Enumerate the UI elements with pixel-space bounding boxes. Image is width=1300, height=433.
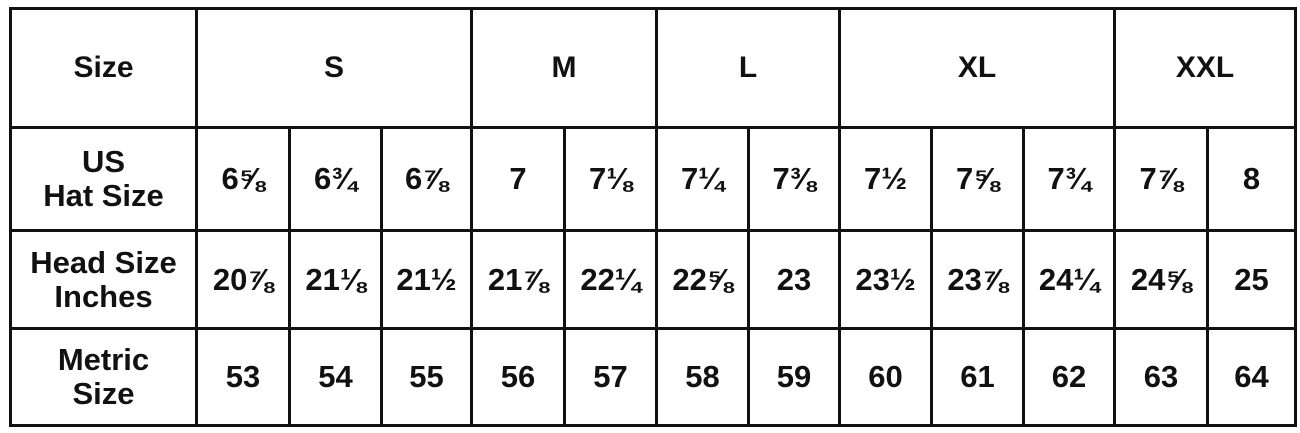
- table-cell: 60: [838, 327, 934, 427]
- row-label-line: Head Size: [30, 244, 177, 280]
- size-group-xl: XL: [838, 7, 1117, 129]
- table-cell: 54: [288, 327, 383, 427]
- table-row: Metric Size 53 54 55 56 57 58 59 60 61 62 63 64: [9, 327, 1298, 427]
- table-cell: 59: [746, 327, 842, 427]
- size-group-m: M: [470, 7, 658, 129]
- header-row: Size S M L XL XXL: [9, 7, 1298, 129]
- row-label: US Hat Size: [9, 126, 198, 232]
- table-cell: 7⅝: [930, 126, 1026, 232]
- table-cell: 8: [1206, 126, 1298, 232]
- table-cell: 21⅛: [288, 229, 383, 330]
- table-cell: 6¾: [288, 126, 383, 232]
- table-cell: 21⅞: [470, 229, 566, 330]
- table-cell: 57: [563, 327, 658, 427]
- table-cell: 21½: [380, 229, 473, 330]
- table-cell: 23⅞: [930, 229, 1026, 330]
- table-cell: 25: [1206, 229, 1298, 330]
- table-cell: 23: [746, 229, 842, 330]
- table-cell: 6⅞: [380, 126, 473, 232]
- row-label-line: Metric: [57, 342, 150, 377]
- size-header: Size: [9, 7, 198, 129]
- table-cell: 22¼: [563, 229, 658, 330]
- row-label: Head Size Inches: [9, 229, 198, 330]
- row-label-line: Inches: [54, 278, 153, 314]
- table-cell: 7¼: [655, 126, 750, 232]
- table-cell: 55: [380, 327, 473, 427]
- row-label: Metric Size: [9, 327, 198, 427]
- row-label-line: Size: [72, 376, 135, 411]
- table-cell: 7⅞: [1113, 126, 1210, 232]
- table-row: Head Size Inches 20⅞ 21⅛ 21½ 21⅞ 22¼ 22⅝ 23 23½ 23…: [9, 229, 1298, 330]
- size-group-xxl: XXL: [1113, 7, 1298, 129]
- size-group-s: S: [195, 7, 473, 129]
- table-cell: 58: [655, 327, 750, 427]
- table-cell: 24¼: [1022, 229, 1117, 330]
- table-row: US Hat Size 6⅝ 6¾ 6⅞ 7 7⅛ 7¼ 7⅜ 7½ 7⅝ 7¾ 7⅞ 8: [9, 126, 1298, 232]
- size-group-l: L: [654, 7, 842, 129]
- table-cell: 24⅝: [1113, 229, 1210, 330]
- table-cell: 64: [1206, 327, 1298, 427]
- table-cell: 62: [1022, 327, 1117, 427]
- table-cell: 7¾: [1022, 126, 1117, 232]
- row-label-line: US: [81, 144, 126, 179]
- table-cell: 23½: [838, 229, 934, 330]
- table-cell: 56: [470, 327, 566, 427]
- table-cell: 22⅝: [655, 229, 750, 330]
- table-cell: 7½: [838, 126, 934, 232]
- table-cell: 53: [195, 327, 291, 427]
- row-label-line: Hat Size: [43, 178, 164, 213]
- table-cell: 61: [930, 327, 1026, 427]
- table-cell: 7: [470, 126, 566, 232]
- table-cell: 20⅞: [195, 229, 291, 330]
- table-cell: 7⅛: [563, 126, 658, 232]
- table-cell: 63: [1113, 327, 1210, 427]
- hat-size-chart: Size S M L XL XXL US Hat Size 6⅝ 6¾ 6⅞ 7 7⅛ 7¼ 7⅜ 7½ 7⅝ 7…: [9, 7, 1298, 427]
- table-cell: 7⅜: [746, 126, 842, 232]
- table-cell: 6⅝: [195, 126, 291, 232]
